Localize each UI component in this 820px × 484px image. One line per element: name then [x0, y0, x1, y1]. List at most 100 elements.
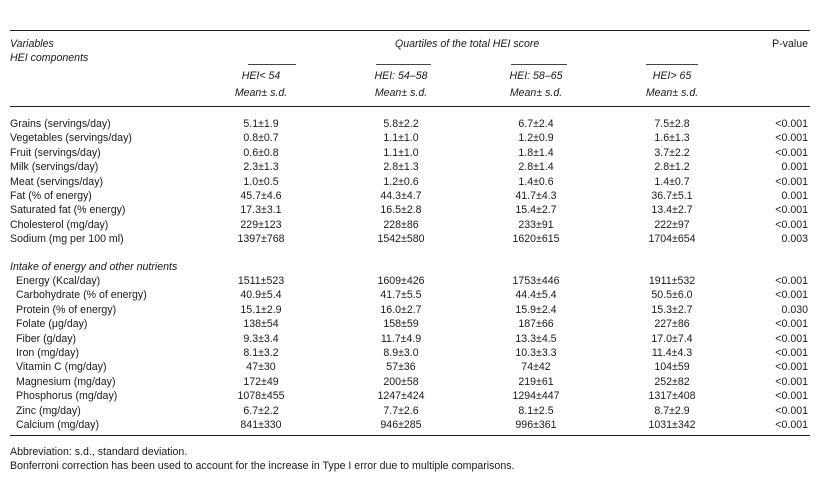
cell-quartile-1: 841±330: [240, 419, 282, 431]
cell-quartile-2: 57±36: [386, 361, 416, 374]
table-row: Iron (mg/day) 8.1±3.2 8.9±3.0 10.3±3.3 11.4±…: [0, 346, 820, 360]
cell-quartile-2: 1.1±1.0: [383, 132, 419, 145]
cell-quartile-3: 219±61: [518, 375, 554, 388]
cell-quartile-1: 8.1±3.2: [243, 347, 279, 359]
cell-pvalue: <0.001: [775, 332, 808, 345]
cell-quartile-1: 9.3±3.4: [243, 332, 279, 345]
row-label: Sodium (mg per 100 ml): [10, 233, 124, 246]
cell-quartile-3: 2.8±1.4: [518, 161, 554, 174]
table-row: Cholesterol (mg/day) 229±123 228±86 233±91 2…: [0, 218, 820, 232]
row-label: Folate (μg/day): [16, 318, 88, 331]
cell-quartile-1: 229±123: [240, 218, 282, 231]
quartile-1-rule: [248, 64, 296, 65]
row-label: Cholesterol (mg/day): [10, 218, 109, 231]
cell-quartile-3: 1.2±0.9: [518, 132, 554, 145]
quartile-4-label: HEI> 65: [652, 70, 692, 82]
cell-quartile-4: 3.7±2.2: [654, 146, 690, 159]
cell-quartile-4: 222±97: [654, 218, 690, 231]
quartile-4-rule: [646, 64, 698, 65]
cell-quartile-3: 1753±446: [512, 275, 560, 287]
row-label: Fruit (servings/day): [10, 146, 101, 159]
footnote-abbreviation: Abbreviation: s.d., standard deviation.: [10, 446, 188, 458]
quartile-3-sublabel: Mean± s.d.: [509, 87, 563, 99]
footnote-bonferroni: Bonferroni correction has been used to a…: [10, 460, 515, 472]
table-row: Fat (% of energy) 45.7±4.6 44.3±4.7 41.7±4.…: [0, 189, 820, 203]
cell-quartile-2: 946±285: [380, 419, 422, 431]
cell-quartile-4: 1031±342: [648, 419, 696, 431]
row-label: Meat (servings/day): [10, 175, 104, 188]
cell-quartile-1: 2.3±1.3: [243, 161, 279, 174]
quartile-3-label: HEI: 58–65: [509, 70, 563, 82]
cell-quartile-4: 1317±408: [648, 390, 696, 403]
cell-quartile-4: 1.6±1.3: [654, 132, 690, 145]
row-label: Phosphorus (mg/day): [16, 390, 118, 403]
cell-quartile-3: 8.1±2.5: [518, 404, 554, 417]
cell-pvalue: <0.001: [775, 361, 808, 374]
quartile-2-label: HEI: 54–58: [374, 70, 428, 82]
cell-quartile-3: 1620±615: [512, 233, 560, 246]
cell-quartile-4: 50.5±6.0: [651, 289, 693, 302]
cell-quartile-2: 228±86: [383, 218, 419, 231]
cell-quartile-2: 44.3±4.7: [380, 190, 422, 202]
cell-quartile-2: 16.5±2.8: [380, 204, 422, 217]
cell-quartile-1: 45.7±4.6: [240, 190, 282, 202]
table-row: Calcium (mg/day) 841±330 946±285 996±361 103…: [0, 418, 820, 432]
cell-pvalue: <0.001: [775, 175, 808, 188]
row-label: Saturated fat (% energy): [10, 204, 126, 217]
cell-quartile-4: 13.4±2.7: [651, 204, 693, 217]
table-row: Meat (servings/day) 1.0±0.5 1.2±0.6 1.4±0.6…: [0, 175, 820, 189]
cell-quartile-1: 1.0±0.5: [243, 175, 279, 188]
table-row: Vegetables (servings/day) 0.8±0.7 1.1±1.0 1…: [0, 131, 820, 145]
cell-quartile-2: 200±58: [383, 375, 419, 388]
cell-quartile-1: 1397±768: [237, 233, 285, 246]
cell-quartile-2: 158±59: [383, 318, 419, 331]
table-row: Sodium (mg per 100 ml) 1397±768 1542±580 16…: [0, 232, 820, 246]
table-row: Fiber (g/day) 9.3±3.4 11.7±4.9 13.3±4.5 17.0…: [0, 332, 820, 346]
cell-quartile-2: 11.7±4.9: [380, 332, 422, 345]
cell-quartile-4: 104±59: [654, 361, 690, 374]
cell-pvalue: <0.001: [775, 347, 808, 359]
quartile-1-label: HEI< 54: [241, 70, 281, 82]
cell-quartile-3: 1.4±0.6: [518, 175, 554, 188]
cell-quartile-3: 996±361: [515, 419, 557, 431]
cell-quartile-3: 13.3±4.5: [515, 332, 557, 345]
cell-quartile-2: 1.2±0.6: [383, 175, 419, 188]
cell-quartile-2: 1247±424: [377, 390, 425, 403]
table-row: Zinc (mg/day) 6.7±2.2 7.7±2.6 8.1±2.5 8.7±2.…: [0, 404, 820, 418]
cell-quartile-3: 41.7±4.3: [515, 190, 557, 202]
table-row: Phosphorus (mg/day) 1078±455 1247±424 1294±…: [0, 389, 820, 403]
quartile-2-rule: [376, 64, 431, 65]
cell-quartile-1: 0.6±0.8: [243, 146, 279, 159]
cell-quartile-4: 1911±532: [648, 275, 696, 287]
table-row: Grains (servings/day) 5.1±1.9 5.8±2.2 6.7±2…: [0, 117, 820, 131]
cell-quartile-1: 6.7±2.2: [243, 404, 279, 417]
cell-pvalue: <0.001: [775, 404, 808, 417]
bottom-rule: [10, 435, 810, 436]
row-label: Vitamin C (mg/day): [16, 361, 107, 374]
cell-pvalue: <0.001: [775, 390, 808, 403]
cell-quartile-1: 0.8±0.7: [243, 132, 279, 145]
cell-quartile-4: 36.7±5.1: [651, 190, 693, 202]
row-label: Carbohydrate (% of energy): [16, 289, 147, 302]
cell-quartile-4: 17.0±7.4: [651, 332, 693, 345]
cell-quartile-2: 1.1±1.0: [383, 146, 419, 159]
cell-pvalue: <0.001: [775, 146, 808, 159]
table-row: Saturated fat (% energy) 17.3±3.1 16.5±2.8…: [0, 203, 820, 217]
cell-quartile-3: 187±66: [518, 318, 554, 331]
table-row: Energy (Kcal/day) 1511±523 1609±426 1753±44…: [0, 274, 820, 288]
cell-quartile-3: 1.8±1.4: [518, 146, 554, 159]
section-title-nutrients: Intake of energy and other nutrients: [10, 261, 178, 273]
cell-quartile-1: 1511±523: [237, 275, 285, 287]
row-label: Vegetables (servings/day): [10, 132, 132, 145]
table-row: Protein (% of energy) 15.1±2.9 16.0±2.7 15.…: [0, 303, 820, 317]
cell-quartile-2: 16.0±2.7: [380, 303, 422, 316]
cell-quartile-4: 8.7±2.9: [654, 404, 690, 417]
cell-pvalue: <0.001: [775, 118, 808, 130]
cell-quartile-1: 17.3±3.1: [240, 204, 282, 217]
row-label: Protein (% of energy): [16, 303, 117, 316]
cell-pvalue: <0.001: [775, 204, 808, 217]
row-label: Grains (servings/day): [10, 118, 111, 130]
row-label: Energy (Kcal/day): [16, 275, 101, 287]
cell-quartile-2: 5.8±2.2: [383, 118, 419, 130]
